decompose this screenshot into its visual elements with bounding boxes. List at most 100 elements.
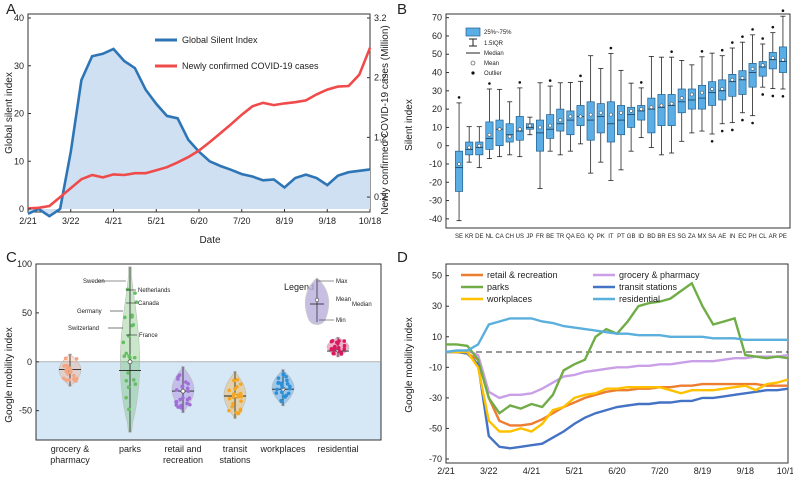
panel-c-letter: C	[6, 249, 17, 266]
box-outlier	[741, 35, 744, 38]
box-outlier	[700, 50, 704, 53]
panel-b-category-label: AR	[769, 234, 778, 240]
panel-d-letter: D	[397, 249, 408, 266]
violin-point-3	[231, 401, 235, 406]
violin-point-4	[284, 393, 289, 398]
panel-b-ytick-label: 20	[432, 104, 442, 114]
panel-c-ytick-label: 50	[22, 308, 32, 318]
box-mean	[588, 112, 593, 117]
violin-point-4	[284, 374, 288, 379]
panel-b-category-label: JP	[526, 234, 533, 240]
violin-point-3	[239, 399, 243, 403]
violin-point-4	[276, 380, 281, 385]
violin-point-0	[72, 373, 76, 378]
box-iqr	[738, 70, 747, 95]
panel-a-xtick-label: 2/21	[19, 216, 37, 226]
silent-index-area	[28, 49, 370, 217]
box-iqr	[536, 119, 545, 152]
box-outlier	[781, 9, 785, 13]
violin-point-5	[329, 339, 334, 344]
panel-a-xtick-label: 5/21	[147, 216, 165, 226]
panel-b-legend-whisker: 1.5IQR	[484, 41, 504, 47]
panel-b-legend-mean: Mean	[484, 61, 499, 67]
panel-b-category-label: PE	[779, 234, 787, 240]
panel-b-ytick-label: 70	[432, 13, 442, 23]
violin-point-2	[186, 389, 191, 394]
violin-point-0	[68, 370, 73, 374]
box-outlier	[731, 41, 734, 44]
panel-d-ytick-label: 50	[432, 271, 442, 281]
panel-a-xtick-label: 8/19	[276, 216, 294, 226]
box-mean	[679, 96, 684, 100]
panel-d-ytick-label: -30	[429, 393, 442, 403]
box-iqr	[697, 84, 706, 110]
violin-point-1	[124, 351, 129, 356]
violin-point-2	[180, 384, 185, 389]
violin-point-4	[279, 383, 284, 387]
violin-point-1	[126, 371, 130, 375]
mobility-line-3	[446, 350, 789, 450]
panel-b-category-label: BD	[647, 234, 656, 240]
legend-mean-swatch	[470, 60, 476, 66]
box-outlier	[488, 82, 491, 85]
panel-b-category-label: QA	[566, 234, 575, 240]
panel-b-ytick-label: 60	[432, 31, 442, 41]
box-mean	[700, 90, 704, 95]
panel-a-ylabel-right: Newly confirmed COVID-19 cases (Million)	[380, 25, 391, 215]
box-iqr	[748, 63, 757, 88]
violin-point-2	[188, 402, 192, 407]
box-mean	[467, 145, 472, 150]
box-outlier	[751, 121, 754, 125]
violin-point-5	[342, 343, 347, 348]
violin-point-3	[227, 408, 231, 413]
panel-d-ytick-label: -70	[429, 454, 442, 464]
violin-point-2	[174, 388, 179, 392]
panel-b-category-label: AE	[718, 234, 726, 240]
panel-b-legend-iqr-box: 25%~75%	[484, 30, 512, 36]
panel-b-ytick-label: 30	[432, 86, 442, 96]
violin-point-1	[127, 354, 131, 358]
violin-point-2	[185, 386, 190, 391]
panel-d-legend-label: workplaces	[486, 294, 533, 304]
violin-point-0	[74, 379, 78, 383]
violin-point-0	[64, 378, 69, 382]
violin-point-3	[227, 388, 232, 393]
panel-b-ylabel: Silent index	[404, 99, 415, 151]
box-mean	[578, 114, 583, 119]
panel-b-category-label: ZA	[688, 234, 696, 240]
box-mean	[649, 105, 654, 110]
panel-c-category-label: workplaces	[259, 444, 306, 454]
violin-point-2	[186, 381, 190, 386]
violin-point-3	[235, 377, 240, 382]
box-iqr	[566, 110, 575, 136]
box-outlier	[518, 81, 522, 84]
box-iqr	[667, 94, 676, 126]
violin-point-1	[134, 300, 139, 304]
violin-point-4	[288, 386, 292, 391]
violin-point-4	[279, 399, 284, 403]
violin-point-0	[63, 356, 68, 361]
panel-b-category-label: IN	[729, 234, 735, 240]
violin-point-2	[176, 377, 180, 381]
violin-point-1	[130, 315, 134, 319]
violin-point-3	[227, 396, 232, 401]
mobility-line-0	[446, 350, 788, 427]
panel-a-xlabel: Date	[199, 235, 221, 246]
box-mean	[629, 109, 633, 113]
box-iqr	[475, 141, 484, 156]
violin-point-1	[133, 382, 138, 386]
box-mean	[730, 77, 735, 82]
violin-point-0	[65, 367, 70, 371]
panel-b-category-label: MX	[697, 234, 706, 240]
box-mean	[781, 57, 785, 62]
panel-b-category-label: IT	[608, 234, 614, 240]
panel-c-category-label: parks	[119, 444, 142, 454]
panel-b-category-label: SA	[708, 234, 716, 240]
violin-point-5	[342, 347, 347, 351]
panel-b-category-label: KR	[465, 234, 474, 240]
violin-point-1	[124, 395, 128, 400]
box-mean	[528, 123, 532, 128]
box-outlier	[639, 81, 643, 84]
panel-d-legend-label: parks	[487, 282, 510, 292]
legend-violin-mean	[314, 297, 320, 303]
